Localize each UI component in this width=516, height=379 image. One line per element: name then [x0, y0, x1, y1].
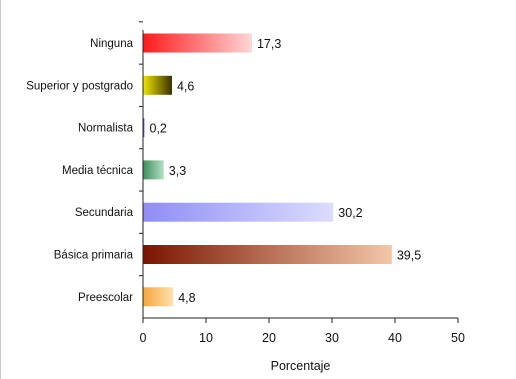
category-label-superior-y-postgrado: Superior y postgrado: [26, 80, 133, 92]
value-label-ninguna: 17,3: [257, 37, 281, 51]
x-tick-label-50: 50: [451, 331, 465, 345]
x-axis-title: Porcentaje: [271, 359, 331, 373]
bars-group: [143, 33, 392, 307]
value-label-normalista: 0,2: [150, 122, 167, 136]
bar-basica-primaria: [143, 245, 392, 264]
bar-superior-y-postgrado: [143, 75, 172, 95]
category-label-basica-primaria: Básica primaria: [54, 250, 134, 262]
category-label-preescolar: Preescolar: [78, 292, 133, 304]
bar-media-tecnica: [143, 160, 164, 180]
value-label-basica-primaria: 39,5: [397, 249, 421, 263]
value-label-media-tecnica: 3,3: [169, 164, 186, 178]
bar-preescolar: [143, 287, 174, 307]
bar-normalista: [143, 118, 145, 138]
category-label-secundaria: Secundaria: [75, 207, 134, 219]
x-tick-label-10: 10: [199, 331, 213, 345]
x-tick-label-40: 40: [388, 331, 402, 345]
x-tick-label-20: 20: [262, 331, 276, 345]
category-label-media-tecnica: Media técnica: [62, 165, 134, 177]
value-label-superior-y-postgrado: 4,6: [177, 79, 194, 93]
x-ticks-group: 0 10 20 30 40 50: [139, 21, 465, 345]
x-tick-label-30: 30: [325, 331, 339, 345]
x-tick-label-0: 0: [140, 331, 147, 345]
bar-secundaria: [143, 202, 334, 222]
category-label-normalista: Normalista: [78, 123, 134, 135]
labels-group: Ninguna 17,3 Superior y postgrado 4,6 Normal…: [26, 37, 421, 305]
value-label-preescolar: 4,8: [178, 291, 195, 305]
value-label-secundaria: 30,2: [338, 206, 362, 220]
left-border-line: [0, 0, 1, 379]
bar-ninguna: [143, 33, 252, 53]
category-label-ninguna: Ninguna: [90, 38, 133, 50]
